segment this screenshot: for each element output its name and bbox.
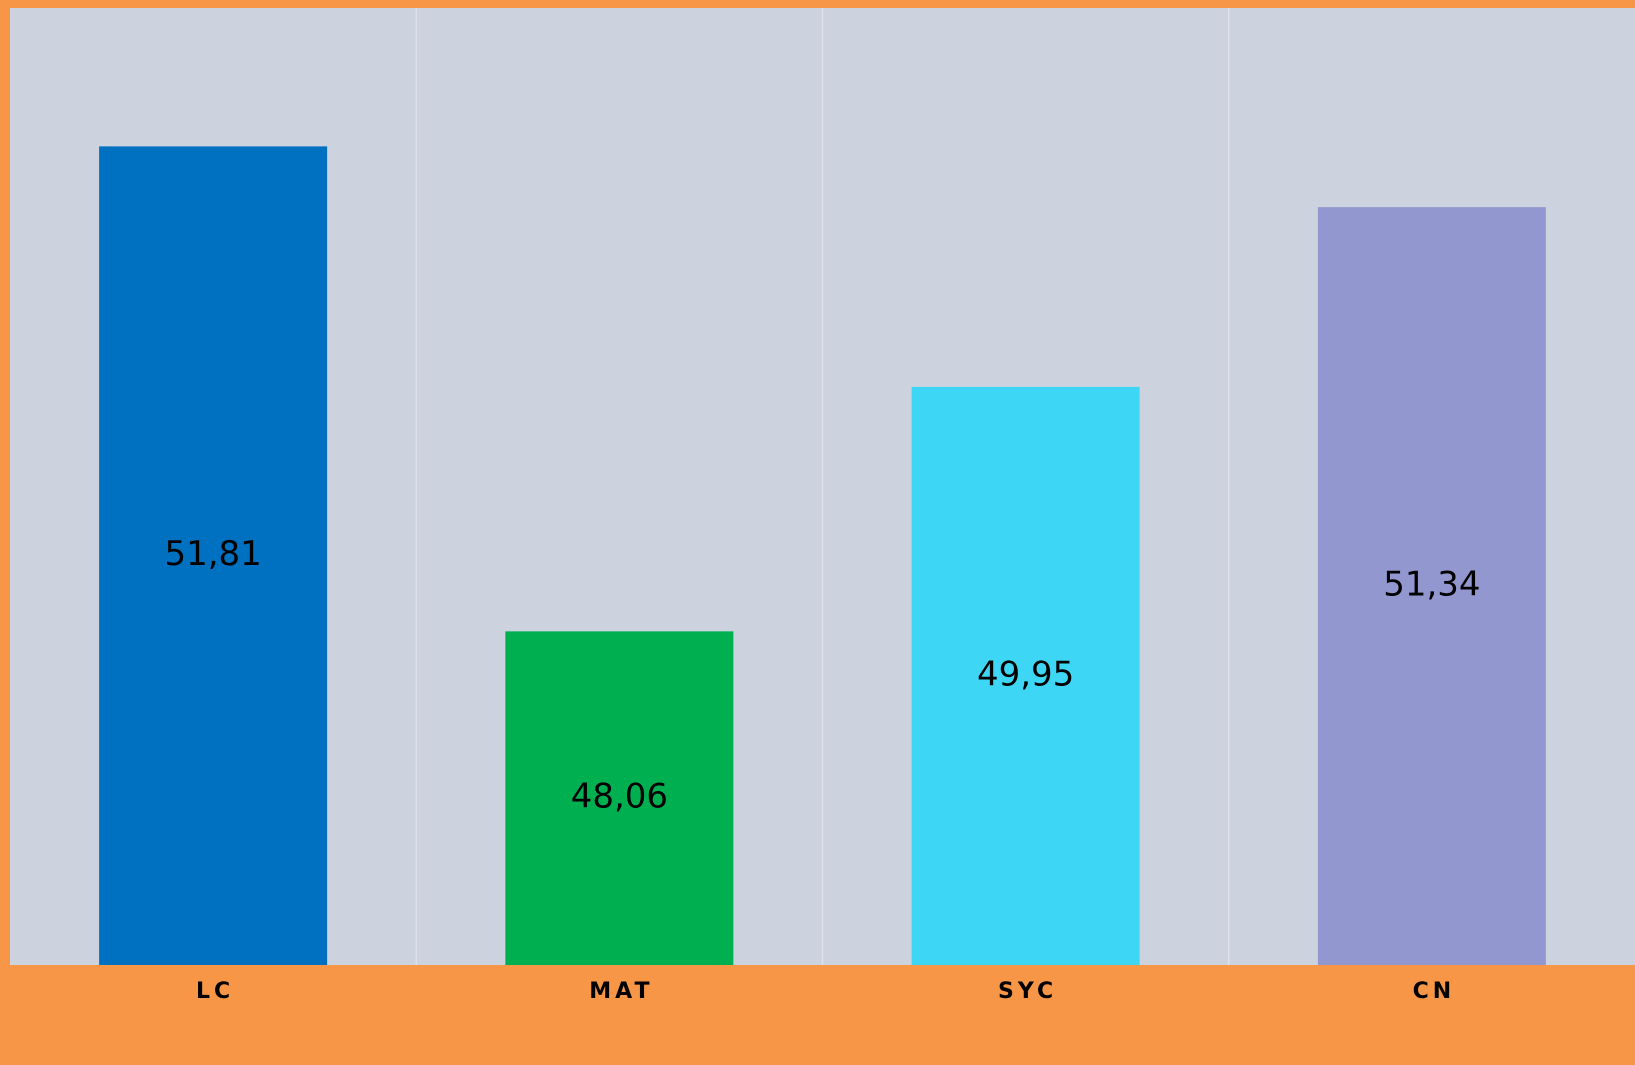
value-label-cn: 51,34 xyxy=(1383,565,1480,605)
value-labels: 51,81 48,06 49,95 51,34 xyxy=(164,534,1480,816)
value-label-mat: 48,06 xyxy=(571,777,668,817)
category-label-mat: MAT xyxy=(589,979,653,1004)
category-label-syc: SYC xyxy=(998,979,1057,1004)
value-label-syc: 49,95 xyxy=(977,654,1074,694)
bar-syc xyxy=(911,386,1140,965)
category-label-lc: LC xyxy=(196,979,234,1004)
bar-cn xyxy=(1317,207,1546,966)
category-separators xyxy=(415,8,1230,965)
value-label-lc: 51,81 xyxy=(164,534,261,574)
category-label-cn: CN xyxy=(1413,979,1456,1004)
bar-series xyxy=(99,146,1546,966)
bar-mat xyxy=(505,631,734,965)
category-axis-labels: LC MAT SYC CN xyxy=(196,979,1456,1004)
bar-lc xyxy=(99,146,328,966)
